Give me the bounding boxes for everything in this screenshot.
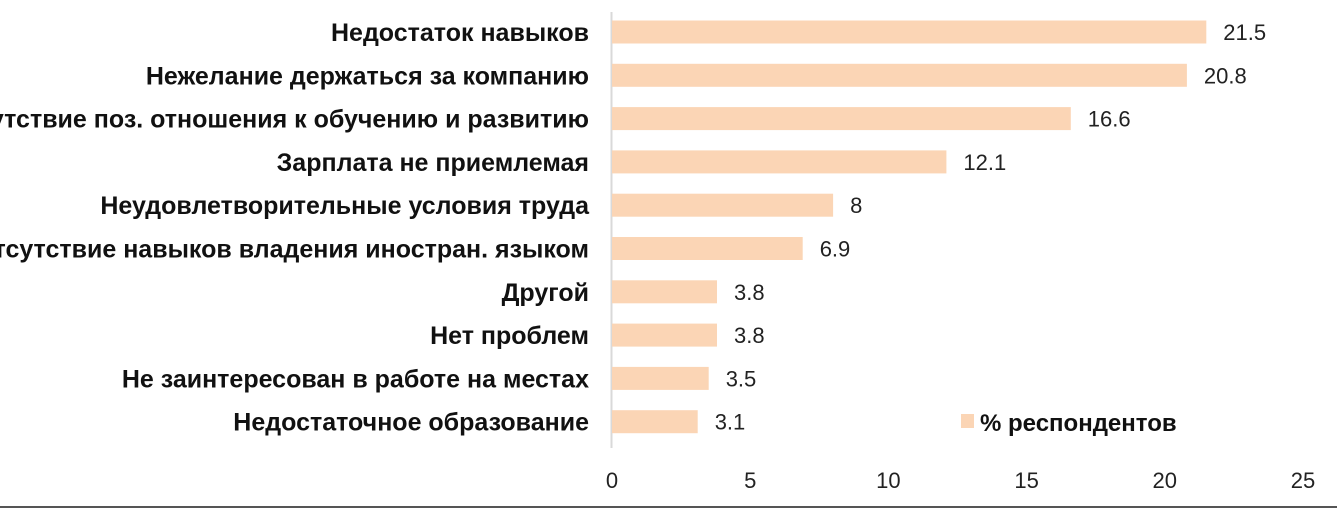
bar-4	[612, 150, 947, 174]
x-tick-label: 10	[876, 468, 900, 493]
x-tick-label: 5	[744, 468, 756, 493]
value-label: 3.8	[734, 280, 765, 305]
value-label: 8	[850, 193, 862, 218]
value-label: 3.8	[734, 323, 765, 348]
category-label: Нежелание держаться за компанию	[146, 62, 589, 90]
category-label: Не заинтересован в работе на местах	[122, 365, 589, 393]
category-label: Недостаток навыков	[331, 19, 589, 47]
bar-5	[612, 193, 834, 217]
bar-6	[612, 237, 803, 260]
bars-layer	[612, 20, 1207, 434]
legend-swatch	[961, 414, 974, 428]
value-label: 3.5	[726, 366, 757, 391]
x-axis-tick-labels: 0 5 10 15 20 25	[606, 468, 1315, 493]
category-label: Неудовлетворительные условия труда	[100, 192, 590, 220]
bar-3	[612, 107, 1071, 131]
legend-label: % респондентов	[980, 410, 1177, 437]
category-label: Нет проблем	[430, 322, 589, 350]
value-label: 21.5	[1223, 20, 1266, 45]
bar-1	[612, 20, 1207, 44]
value-labels: 21.5 20.8 16.6 12.1 8 6.9 3.8 3.8 3.5 3.1	[715, 20, 1266, 435]
bar-8	[612, 323, 717, 347]
value-label: 16.6	[1088, 107, 1131, 132]
value-label: 12.1	[963, 150, 1006, 175]
category-label: Отсутствие поз. отношения к обучению и р…	[0, 106, 589, 134]
bar-10	[612, 410, 698, 434]
value-label: 20.8	[1204, 63, 1247, 88]
x-tick-label: 0	[606, 468, 618, 493]
category-label: Отсутствие навыков владения иностран. яз…	[0, 236, 589, 264]
bar-7	[612, 280, 717, 304]
value-label: 3.1	[715, 410, 746, 435]
x-tick-label: 25	[1291, 468, 1315, 493]
value-label: 6.9	[820, 237, 851, 262]
x-tick-label: 20	[1153, 468, 1177, 493]
legend: % респондентов	[961, 410, 1177, 437]
category-label: Зарплата не приемлемая	[277, 149, 589, 177]
category-label: Недостаточное образование	[233, 409, 589, 437]
category-labels: Недостаток навыков Нежелание держаться за…	[0, 19, 590, 437]
category-label: Другой	[502, 279, 589, 307]
bar-2	[612, 63, 1187, 87]
x-tick-label: 15	[1014, 468, 1038, 493]
bar-9	[612, 366, 709, 390]
